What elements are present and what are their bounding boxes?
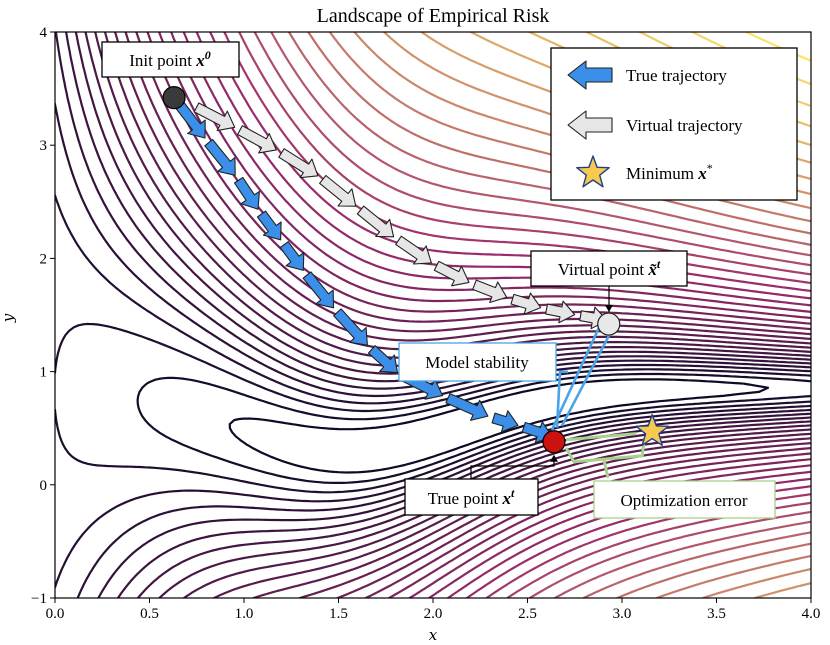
y-tick-label: 2: [40, 251, 48, 267]
x-tick-label: 2.5: [518, 606, 537, 622]
virtual-trajectory-arrow: [395, 235, 432, 265]
true-trajectory-arrow: [256, 210, 282, 241]
legend: True trajectory Virtual trajectory Minimum…: [550, 47, 798, 201]
x-tick-label: 0.0: [46, 606, 65, 622]
true-trajectory-arrow: [445, 393, 489, 421]
axis-ticks: 0.0 0.5 1.0 1.5 2.0 2.5 3.0 3.5 4.0 −1 0 1 2 3 4: [31, 25, 820, 622]
init-point-marker: [162, 86, 186, 110]
y-tick-label: 1: [40, 365, 48, 381]
annotations: Init point x0 Virtual point x̃t True point…: [101, 41, 776, 519]
x-tick-label: 0.5: [140, 606, 159, 622]
y-axis-label: y: [0, 313, 17, 323]
virtual-point-label: Virtual point x̃t: [558, 257, 661, 279]
virtual-trajectory-arrow: [510, 292, 542, 315]
init-point-label: Init point x0: [129, 48, 211, 70]
contour-line: [253, 32, 811, 598]
true-trajectory-arrow: [302, 271, 335, 309]
true-point-label: True point xt: [428, 486, 515, 508]
x-tick-label: 1.5: [329, 606, 348, 622]
legend-virtual-arrow-icon: [567, 110, 613, 140]
virtual-trajectory-arrow: [472, 279, 508, 304]
true-trajectory-arrow: [491, 410, 519, 433]
x-tick-label: 3.5: [707, 606, 726, 622]
legend-label: Virtual trajectory: [626, 116, 743, 135]
true-point-pointer-head: [549, 454, 558, 462]
model-stability-bracket: [550, 327, 612, 431]
legend-label: Minimum x*: [626, 161, 713, 183]
y-tick-label: 0: [40, 478, 48, 494]
virtual-trajectory-arrow: [356, 205, 395, 238]
optimization-error-label: Optimization error: [621, 491, 748, 510]
y-tick-label: 4: [40, 25, 48, 41]
virtual-trajectory-arrow: [278, 148, 319, 179]
virtual-point-pointer-head: [605, 305, 613, 313]
legend-label: True trajectory: [626, 66, 727, 85]
chart-title: Landscape of Empirical Risk: [317, 5, 550, 27]
y-tick-label: −1: [31, 591, 47, 607]
minimum-star-marker: [635, 413, 670, 446]
true-trajectory-arrow: [333, 308, 368, 346]
true-trajectory-arrow: [233, 176, 260, 210]
x-tick-label: 4.0: [802, 606, 821, 622]
true-trajectory-arrow: [279, 241, 305, 271]
contour-lines: [55, 32, 811, 598]
x-tick-label: 1.0: [235, 606, 254, 622]
x-tick-label: 2.0: [424, 606, 443, 622]
contour-line: [228, 378, 770, 474]
virtual-trajectory-arrow: [319, 174, 357, 207]
x-tick-label: 3.0: [613, 606, 632, 622]
true-trajectory-arrow: [367, 345, 399, 374]
model-stability-label: Model stability: [425, 353, 529, 372]
true-trajectory-arrow: [204, 138, 236, 176]
true-point-marker: [542, 430, 566, 454]
legend-true-arrow-icon: [567, 60, 613, 90]
optimization-error-bracket: [564, 432, 646, 479]
virtual-trajectory-arrow: [237, 125, 277, 154]
x-axis-label: x: [429, 626, 438, 644]
true-point-label-box: [404, 478, 539, 516]
virtual-point-marker: [597, 312, 621, 336]
y-tick-label: 3: [40, 138, 48, 154]
virtual-trajectory-arrow: [545, 300, 576, 324]
legend-star-icon: [576, 155, 610, 188]
optimization-error-box: [593, 480, 776, 519]
virtual-trajectory-arrow: [193, 102, 236, 132]
init-point-label-box: [101, 41, 240, 78]
virtual-point-label-box: [530, 250, 688, 287]
model-stability-box: [398, 342, 557, 382]
virtual-trajectory-arrow: [433, 260, 470, 287]
